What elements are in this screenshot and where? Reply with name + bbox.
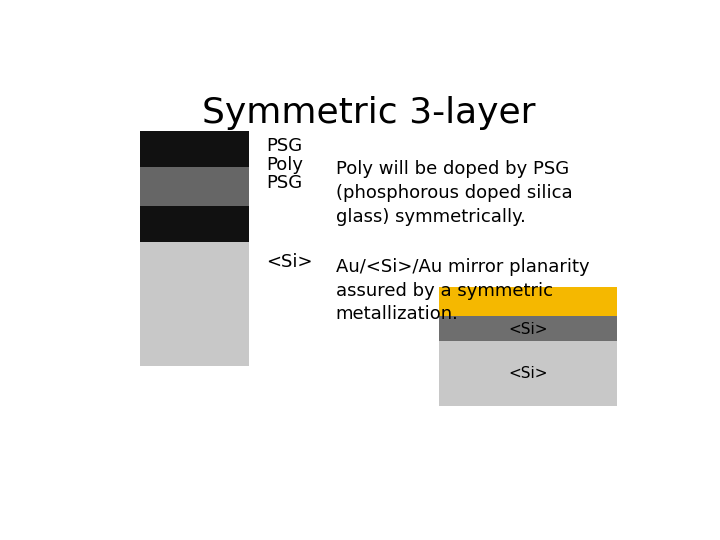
Bar xyxy=(438,341,617,406)
Text: <Si>: <Si> xyxy=(508,322,548,337)
Bar xyxy=(140,131,249,167)
Text: Poly will be doped by PSG
(phosphorous doped silica
glass) symmetrically.: Poly will be doped by PSG (phosphorous d… xyxy=(336,160,572,226)
Text: PSG: PSG xyxy=(266,174,302,192)
Text: Poly: Poly xyxy=(266,156,303,173)
Bar xyxy=(140,167,249,206)
Bar xyxy=(140,241,249,366)
Bar xyxy=(438,287,617,315)
Bar xyxy=(438,344,617,372)
Text: <Si>: <Si> xyxy=(266,253,312,271)
Text: Au/<Si>/Au mirror planarity
assured by a symmetric
metallization.: Au/<Si>/Au mirror planarity assured by a… xyxy=(336,258,589,323)
Text: Symmetric 3-layer: Symmetric 3-layer xyxy=(202,96,536,130)
Text: PSG: PSG xyxy=(266,137,302,155)
Bar xyxy=(438,315,617,344)
Bar xyxy=(140,206,249,241)
Text: <Si>: <Si> xyxy=(508,366,548,381)
